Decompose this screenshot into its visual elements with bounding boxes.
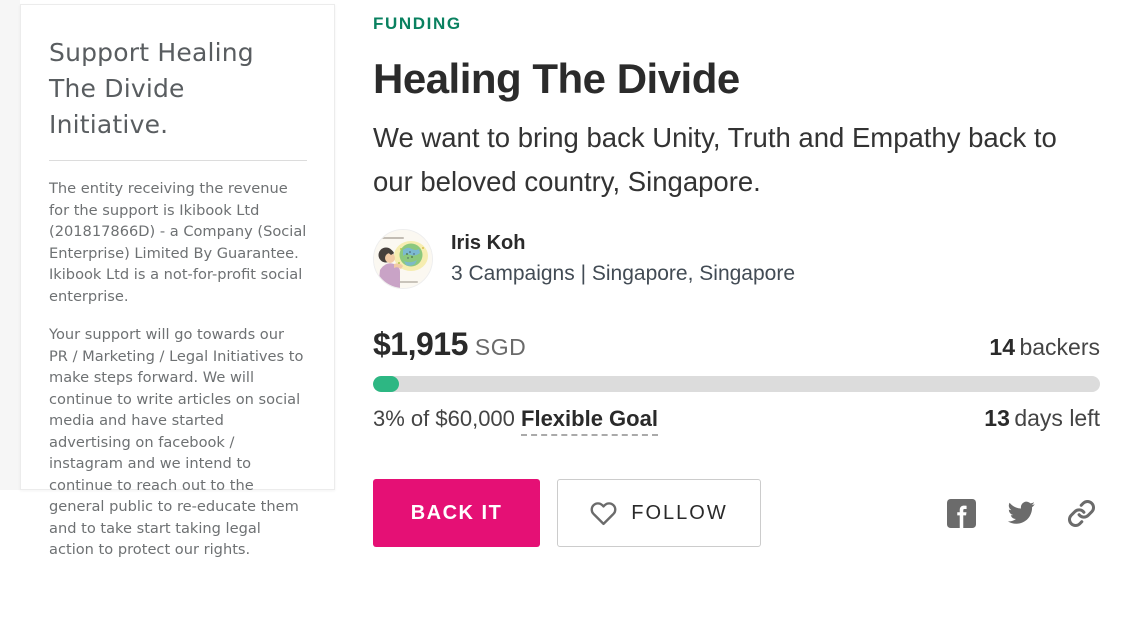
progress-bar <box>373 376 1100 392</box>
follow-label: FOLLOW <box>631 501 728 524</box>
progress-fill <box>373 376 399 392</box>
back-it-button[interactable]: BACK IT <box>373 479 540 547</box>
heart-icon <box>590 501 617 525</box>
creator-meta: 3 Campaigns | Singapore, Singapore <box>451 262 796 285</box>
page-gutter <box>0 0 20 490</box>
campaign-summary-card: Support Healing The Divide Initiative. T… <box>20 4 335 558</box>
twitter-icon[interactable] <box>1007 499 1036 528</box>
funding-stats-row: $1,915 SGD 14 backers <box>373 326 1100 363</box>
days-label: days left <box>1014 405 1100 431</box>
summary-title: Support Healing The Divide Initiative. <box>49 38 254 139</box>
goal-percent-text: 3% of $60,000 <box>373 406 522 431</box>
backers-number: 14 <box>989 334 1015 360</box>
creator-info: Iris Koh 3 Campaigns | Singapore, Singap… <box>451 232 795 286</box>
days-left: 13 days left <box>984 405 1100 432</box>
flexible-goal-link[interactable]: Flexible Goal <box>521 406 658 436</box>
actions-row: BACK IT FOLLOW <box>373 479 1100 547</box>
days-number: 13 <box>984 405 1010 431</box>
currency-code: SGD <box>474 334 527 360</box>
follow-button[interactable]: FOLLOW <box>557 479 761 547</box>
summary-paragraph-entity: The entity receiving the revenue for the… <box>49 180 307 305</box>
avatar-illustration <box>374 230 432 288</box>
campaign-main: FUNDING Healing The Divide We want to br… <box>373 14 1100 547</box>
category-link[interactable]: FUNDING <box>373 14 462 33</box>
creator-row: Iris Koh 3 Campaigns | Singapore, Singap… <box>373 229 1100 289</box>
campaign-tagline: We want to bring back Unity, Truth and E… <box>373 122 1057 197</box>
amount-raised: $1,915 SGD <box>373 326 526 363</box>
share-icons <box>947 498 1100 528</box>
backers-label: backers <box>1019 334 1100 360</box>
summary-paragraph-support: Your support will go towards our PR / Ma… <box>49 326 304 558</box>
summary-divider <box>49 160 307 161</box>
amount-value: $1,915 <box>373 326 468 362</box>
backers-count: 14 backers <box>989 334 1100 361</box>
goal-progress: 3% of $60,000 Flexible Goal <box>373 406 658 436</box>
goal-row: 3% of $60,000 Flexible Goal 13 days left <box>373 405 1100 436</box>
facebook-icon[interactable] <box>947 498 976 528</box>
copy-link-icon[interactable] <box>1067 499 1096 528</box>
campaign-title: Healing The Divide <box>373 55 740 102</box>
creator-avatar[interactable] <box>373 229 433 289</box>
creator-name[interactable]: Iris Koh <box>451 232 526 254</box>
